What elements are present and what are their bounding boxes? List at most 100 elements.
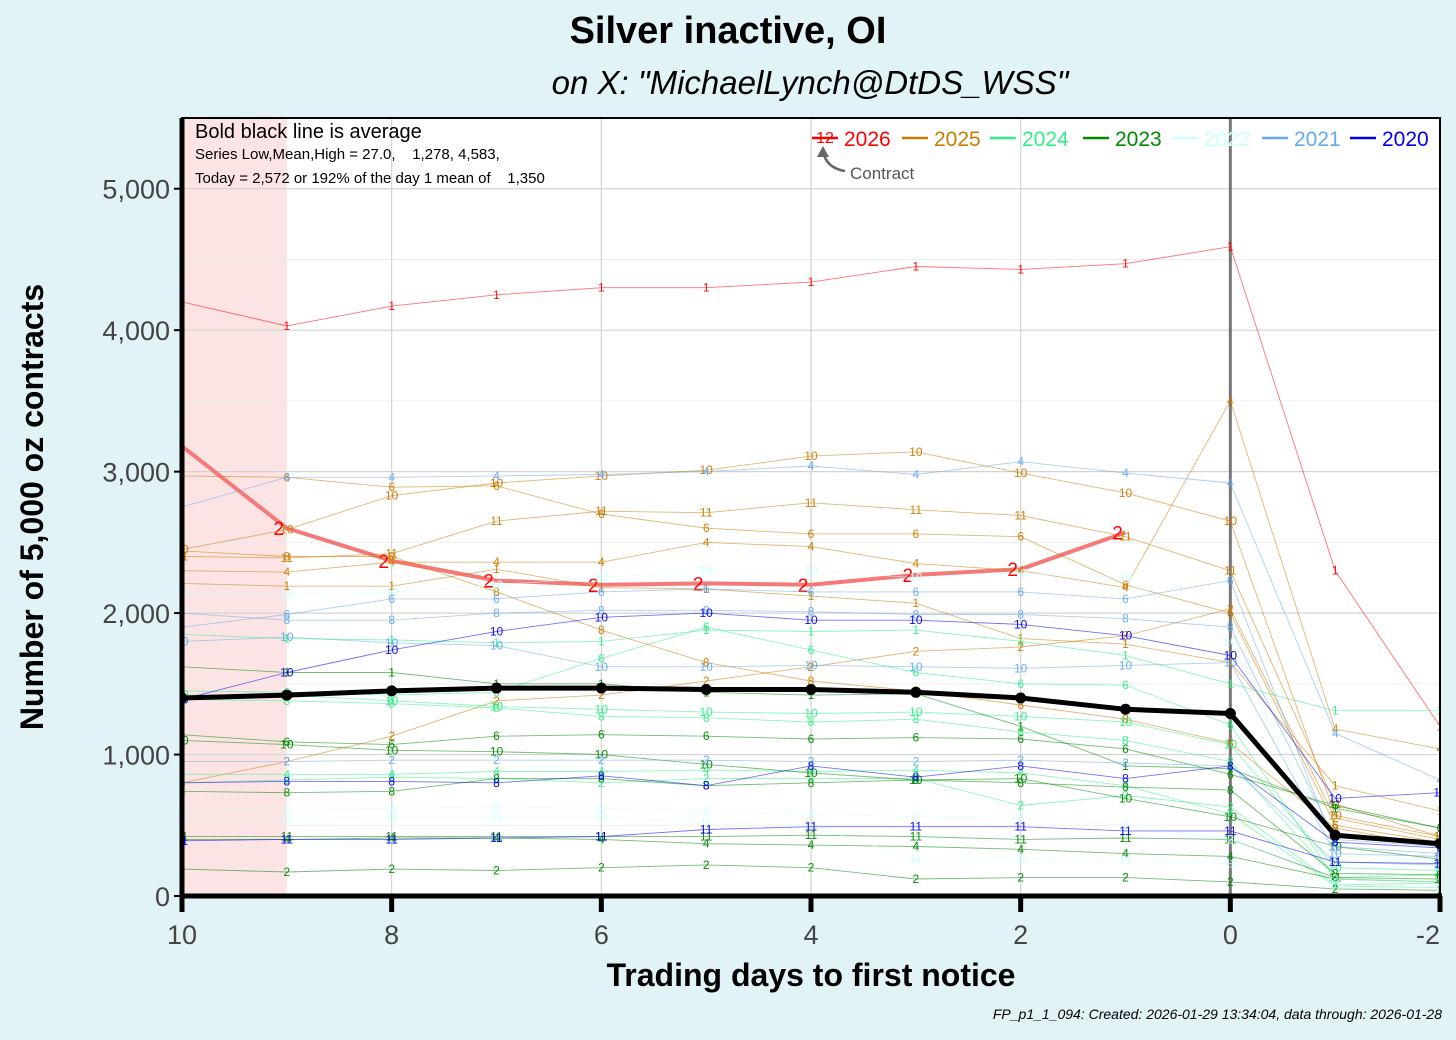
shaded-region	[182, 118, 287, 896]
point-label: 4	[1122, 779, 1129, 793]
point-label: 4	[1017, 564, 1024, 578]
legend-label: 2025	[934, 128, 981, 151]
point-label: 1	[1122, 257, 1129, 271]
point-label: 4	[1227, 849, 1234, 863]
series-line-2025-6	[182, 475, 1440, 843]
point-label: 4	[598, 765, 605, 779]
series-line-2024-4	[182, 769, 1440, 888]
point-label: 2	[912, 755, 919, 769]
point-label: 11	[281, 813, 294, 827]
point-label: 2	[1437, 858, 1444, 872]
point-label: 4	[1332, 726, 1339, 740]
point-label: 4	[1332, 722, 1339, 736]
point-label: 8	[1017, 698, 1024, 712]
average-point	[1329, 829, 1341, 841]
x-axis-title: Trading days to first notice	[607, 957, 1016, 993]
average-point	[700, 683, 712, 695]
point-label: 2	[903, 566, 914, 587]
point-label: 4	[598, 467, 605, 481]
point-label: 8	[1122, 772, 1129, 786]
point-label: 6	[703, 521, 710, 535]
y-tick-label: 1,000	[102, 741, 170, 771]
point-label: 10	[1433, 786, 1447, 800]
point-label: 4	[808, 765, 815, 779]
x-tick-label: 4	[803, 920, 818, 950]
point-label: 10	[909, 571, 923, 585]
point-label: 2	[798, 576, 809, 597]
point-label: 2	[283, 755, 290, 769]
point-label: 2	[169, 437, 180, 458]
point-label: 1	[1017, 719, 1024, 733]
point-label: 2	[598, 753, 605, 767]
point-label: 4	[1017, 766, 1024, 780]
point-label: 1	[912, 623, 919, 637]
point-label: 8	[493, 585, 500, 599]
point-label: 6	[1122, 592, 1129, 606]
point-label: 6	[1227, 606, 1234, 620]
point-label: 11	[1329, 855, 1342, 869]
point-label: 10	[909, 660, 923, 674]
point-label: 8	[1017, 725, 1024, 739]
point-label: 10	[490, 745, 504, 759]
y-tick-label: 0	[155, 882, 170, 912]
point-label: 6	[703, 620, 710, 634]
point-label: 8	[808, 605, 815, 619]
point-label: 8	[1122, 733, 1129, 747]
point-label: 10	[490, 578, 504, 592]
point-label: 8	[703, 779, 710, 793]
point-label: 11	[1434, 881, 1447, 895]
series-line-2026-2	[182, 444, 1127, 587]
series-line-2023-10	[182, 739, 1440, 860]
point-label: 10	[490, 624, 504, 638]
point-label: 10	[175, 542, 189, 556]
point-label: 10	[699, 463, 713, 477]
point-label: 2	[808, 772, 815, 786]
point-label: 8	[1017, 776, 1024, 790]
point-label: 10	[1014, 661, 1028, 675]
point-label: 11	[385, 832, 398, 846]
point-label: 1	[283, 579, 290, 593]
series-line-2023-8	[182, 778, 1440, 876]
point-label: 2	[808, 660, 815, 674]
x-tick-label: 8	[384, 920, 399, 950]
point-label: 2	[1122, 818, 1129, 832]
legend-label: 2020	[1382, 128, 1429, 151]
y-tick-label: 5,000	[102, 175, 170, 205]
series-line-2022-11	[182, 816, 1440, 888]
point-label: 4	[388, 555, 395, 569]
annotation-average-note: Bold black line is average	[195, 121, 422, 143]
legend-label: 2024	[1022, 128, 1069, 151]
legend-label: 2022	[1204, 128, 1251, 151]
point-label: 10	[804, 707, 818, 721]
average-point	[1120, 703, 1131, 715]
point-label: 11	[910, 852, 923, 866]
series-line-2025-8	[182, 550, 1440, 847]
point-label: 1	[912, 596, 919, 610]
point-label: 6	[388, 480, 395, 494]
point-label: 1	[808, 624, 815, 638]
point-label: 6	[1332, 818, 1339, 832]
y-axis-title: Number of 5,000 oz contracts	[14, 284, 50, 730]
point-label: 1	[703, 281, 710, 295]
point-label: 4	[912, 763, 919, 777]
series-line-2024-2	[182, 776, 1440, 886]
point-label: 11	[700, 815, 713, 829]
point-label: 1	[598, 581, 605, 595]
point-label: 1	[1332, 801, 1339, 815]
x-tick-label: 10	[167, 920, 197, 950]
point-label: 10	[385, 694, 399, 708]
average-point	[1434, 838, 1440, 850]
point-label: 10	[595, 660, 609, 674]
point-label: 11	[1119, 831, 1132, 845]
point-label: 6	[1227, 767, 1234, 781]
point-label: 8	[808, 759, 815, 773]
point-label: 4	[1017, 842, 1024, 856]
point-label: 10	[595, 571, 609, 585]
point-label: 4	[912, 557, 919, 571]
point-label: 10	[1014, 566, 1028, 580]
legend-label: 2021	[1294, 128, 1341, 151]
point-label: 8	[808, 715, 815, 729]
point-label: 4	[703, 535, 710, 549]
series-line-2025-4	[182, 400, 1440, 750]
